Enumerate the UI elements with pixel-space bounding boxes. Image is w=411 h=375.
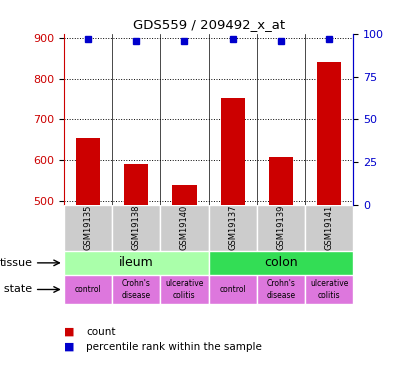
Text: colon: colon [264, 256, 298, 269]
FancyBboxPatch shape [160, 275, 209, 304]
Text: ■: ■ [64, 327, 74, 337]
FancyBboxPatch shape [257, 205, 305, 251]
Text: ileum: ileum [119, 256, 154, 269]
FancyBboxPatch shape [112, 275, 160, 304]
Text: percentile rank within the sample: percentile rank within the sample [86, 342, 262, 352]
FancyBboxPatch shape [257, 275, 305, 304]
FancyBboxPatch shape [209, 275, 257, 304]
Text: GSM19138: GSM19138 [132, 205, 141, 251]
Text: ulcerative
colitis: ulcerative colitis [310, 279, 349, 300]
FancyBboxPatch shape [160, 205, 209, 251]
Text: GSM19137: GSM19137 [228, 205, 237, 251]
Bar [76, 138, 100, 205]
Bar [269, 157, 293, 205]
Text: GSM19135: GSM19135 [83, 205, 92, 251]
FancyBboxPatch shape [305, 275, 353, 304]
Text: ■: ■ [64, 342, 74, 352]
FancyBboxPatch shape [64, 205, 112, 251]
FancyBboxPatch shape [305, 205, 353, 251]
Title: GDS559 / 209492_x_at: GDS559 / 209492_x_at [132, 18, 285, 31]
Bar [124, 164, 148, 205]
Text: disease state: disease state [0, 285, 32, 294]
Text: control: control [219, 285, 246, 294]
FancyBboxPatch shape [112, 205, 160, 251]
FancyBboxPatch shape [64, 251, 209, 275]
FancyBboxPatch shape [209, 205, 257, 251]
Bar [317, 62, 342, 205]
Bar [221, 98, 245, 205]
Text: tissue: tissue [0, 258, 32, 268]
Text: control: control [74, 285, 101, 294]
Text: ulcerative
colitis: ulcerative colitis [165, 279, 203, 300]
Text: GSM19141: GSM19141 [325, 205, 334, 251]
Text: count: count [86, 327, 116, 337]
FancyBboxPatch shape [64, 275, 112, 304]
Bar [172, 184, 196, 205]
FancyBboxPatch shape [209, 251, 353, 275]
Text: GSM19140: GSM19140 [180, 205, 189, 251]
Text: Crohn's
disease: Crohn's disease [266, 279, 296, 300]
Text: Crohn's
disease: Crohn's disease [122, 279, 151, 300]
Text: GSM19139: GSM19139 [277, 205, 286, 251]
